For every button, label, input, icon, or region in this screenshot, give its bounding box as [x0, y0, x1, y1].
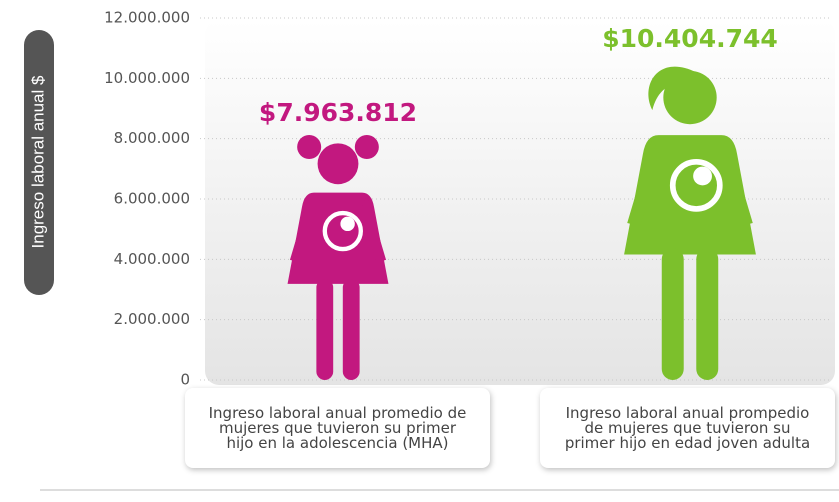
category-label: Ingreso laboral anual prompedio de mujer… [540, 388, 835, 468]
pigtail [355, 135, 379, 159]
y-tick-label: 2.000.000 [114, 310, 190, 328]
y-tick-label: 8.000.000 [114, 129, 190, 147]
leg [662, 248, 684, 380]
baby-head [340, 217, 354, 231]
category-label: Ingreso laboral anual promedio de mujere… [185, 388, 490, 468]
value-label: $10.404.744 [602, 24, 778, 53]
y-tick-label: 4.000.000 [114, 250, 190, 268]
y-tick-label: 0 [180, 371, 190, 389]
leg [316, 279, 333, 380]
y-tick-label: 10.000.000 [104, 69, 190, 87]
head [663, 71, 716, 124]
y-tick-label: 6.000.000 [114, 190, 190, 208]
y-tick-label: 12.000.000 [104, 9, 190, 27]
value-label: $7.963.812 [259, 98, 417, 127]
leg [343, 279, 360, 380]
head [318, 143, 359, 184]
y-axis-title: Ingreso laboral anual $ [28, 75, 47, 249]
baby-head [693, 167, 712, 186]
leg [696, 248, 718, 380]
page: Ingreso laboral anual $ 0 2.000.000 4.000.… [0, 0, 839, 502]
pigtail [297, 135, 321, 159]
